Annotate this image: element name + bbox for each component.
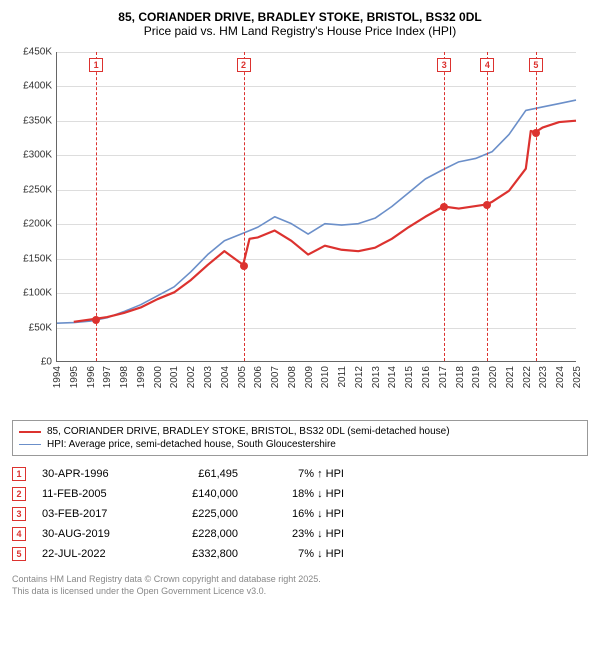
x-tick-label: 1999 bbox=[136, 366, 147, 388]
x-tick-label: 2020 bbox=[488, 366, 499, 388]
event-date: 22-JUL-2022 bbox=[42, 548, 142, 560]
event-date: 11-FEB-2005 bbox=[42, 488, 142, 500]
legend-swatch bbox=[19, 444, 41, 445]
y-tick-label: £150K bbox=[12, 253, 52, 264]
event-marker-line bbox=[536, 52, 537, 361]
footer-line1: Contains HM Land Registry data © Crown c… bbox=[12, 574, 588, 586]
y-tick-label: £50K bbox=[12, 322, 52, 333]
event-price: £61,495 bbox=[158, 468, 238, 480]
y-tick-label: £0 bbox=[12, 357, 52, 368]
legend-label: 85, CORIANDER DRIVE, BRADLEY STOKE, BRIS… bbox=[47, 426, 450, 437]
x-tick-label: 1998 bbox=[119, 366, 130, 388]
x-tick-label: 1994 bbox=[52, 366, 63, 388]
chart-container: 85, CORIANDER DRIVE, BRADLEY STOKE, BRIS… bbox=[0, 0, 600, 607]
event-number: 2 bbox=[12, 487, 26, 501]
y-tick-label: £100K bbox=[12, 288, 52, 299]
event-row: 2 11-FEB-2005 £140,000 18% ↓ HPI bbox=[12, 484, 588, 504]
x-tick-label: 2022 bbox=[522, 366, 533, 388]
event-number: 4 bbox=[12, 527, 26, 541]
x-tick-label: 2002 bbox=[186, 366, 197, 388]
event-marker-dot bbox=[92, 316, 100, 324]
event-delta: 7% ↓ HPI bbox=[254, 548, 344, 560]
x-tick-label: 2017 bbox=[438, 366, 449, 388]
event-number: 5 bbox=[12, 547, 26, 561]
x-tick-label: 2016 bbox=[421, 366, 432, 388]
x-tick-label: 2012 bbox=[354, 366, 365, 388]
event-delta: 18% ↓ HPI bbox=[254, 488, 344, 500]
line-series bbox=[57, 52, 576, 361]
event-row: 1 30-APR-1996 £61,495 7% ↑ HPI bbox=[12, 464, 588, 484]
y-tick-label: £300K bbox=[12, 150, 52, 161]
x-tick-label: 2005 bbox=[237, 366, 248, 388]
event-date: 03-FEB-2017 bbox=[42, 508, 142, 520]
event-row: 3 03-FEB-2017 £225,000 16% ↓ HPI bbox=[12, 504, 588, 524]
x-tick-label: 1995 bbox=[69, 366, 80, 388]
x-tick-label: 2004 bbox=[220, 366, 231, 388]
x-tick-label: 2008 bbox=[287, 366, 298, 388]
legend-item: 85, CORIANDER DRIVE, BRADLEY STOKE, BRIS… bbox=[19, 425, 581, 438]
title-address: 85, CORIANDER DRIVE, BRADLEY STOKE, BRIS… bbox=[12, 10, 588, 24]
event-price: £140,000 bbox=[158, 488, 238, 500]
x-tick-label: 2014 bbox=[387, 366, 398, 388]
x-tick-label: 2019 bbox=[471, 366, 482, 388]
x-tick-label: 2013 bbox=[371, 366, 382, 388]
event-date: 30-APR-1996 bbox=[42, 468, 142, 480]
x-tick-label: 2007 bbox=[270, 366, 281, 388]
event-marker-dot bbox=[440, 203, 448, 211]
footer-attribution: Contains HM Land Registry data © Crown c… bbox=[12, 574, 588, 597]
title-block: 85, CORIANDER DRIVE, BRADLEY STOKE, BRIS… bbox=[12, 10, 588, 38]
legend-label: HPI: Average price, semi-detached house,… bbox=[47, 439, 336, 450]
event-delta: 16% ↓ HPI bbox=[254, 508, 344, 520]
x-tick-label: 2006 bbox=[253, 366, 264, 388]
event-marker-number: 2 bbox=[237, 58, 251, 72]
x-tick-label: 2011 bbox=[337, 366, 348, 388]
event-marker-dot bbox=[240, 262, 248, 270]
event-marker-number: 3 bbox=[437, 58, 451, 72]
x-tick-label: 2015 bbox=[404, 366, 415, 388]
event-date: 30-AUG-2019 bbox=[42, 528, 142, 540]
x-tick-label: 2025 bbox=[572, 366, 583, 388]
legend: 85, CORIANDER DRIVE, BRADLEY STOKE, BRIS… bbox=[12, 420, 588, 456]
legend-swatch bbox=[19, 431, 41, 433]
x-tick-label: 2000 bbox=[153, 366, 164, 388]
event-delta: 23% ↓ HPI bbox=[254, 528, 344, 540]
y-tick-label: £350K bbox=[12, 115, 52, 126]
title-subtitle: Price paid vs. HM Land Registry's House … bbox=[12, 24, 588, 38]
series-hpi bbox=[57, 100, 576, 323]
chart-area: £0 £50K £100K £150K £200K £250K £300K £350K £400… bbox=[12, 44, 588, 414]
event-marker-dot bbox=[532, 129, 540, 137]
event-delta: 7% ↑ HPI bbox=[254, 468, 344, 480]
x-tick-label: 1997 bbox=[102, 366, 113, 388]
event-marker-number: 4 bbox=[480, 58, 494, 72]
plot-region: 1 2 3 4 5 bbox=[56, 52, 576, 362]
x-tick-label: 2003 bbox=[203, 366, 214, 388]
event-marker-number: 1 bbox=[89, 58, 103, 72]
event-marker-dot bbox=[483, 201, 491, 209]
series-property bbox=[74, 121, 576, 322]
event-row: 4 30-AUG-2019 £228,000 23% ↓ HPI bbox=[12, 524, 588, 544]
x-tick-label: 2009 bbox=[304, 366, 315, 388]
footer-line2: This data is licensed under the Open Gov… bbox=[12, 586, 588, 598]
y-tick-label: £200K bbox=[12, 219, 52, 230]
x-tick-label: 2018 bbox=[455, 366, 466, 388]
event-number: 1 bbox=[12, 467, 26, 481]
event-number: 3 bbox=[12, 507, 26, 521]
event-price: £228,000 bbox=[158, 528, 238, 540]
legend-item: HPI: Average price, semi-detached house,… bbox=[19, 438, 581, 451]
event-marker-line bbox=[244, 52, 245, 361]
event-row: 5 22-JUL-2022 £332,800 7% ↓ HPI bbox=[12, 544, 588, 564]
y-tick-label: £250K bbox=[12, 184, 52, 195]
x-tick-label: 2010 bbox=[320, 366, 331, 388]
event-marker-number: 5 bbox=[529, 58, 543, 72]
y-tick-label: £400K bbox=[12, 81, 52, 92]
x-tick-label: 2021 bbox=[505, 366, 516, 388]
x-tick-label: 1996 bbox=[86, 366, 97, 388]
event-price: £332,800 bbox=[158, 548, 238, 560]
y-tick-label: £450K bbox=[12, 47, 52, 58]
event-price: £225,000 bbox=[158, 508, 238, 520]
x-tick-label: 2001 bbox=[169, 366, 180, 388]
x-tick-label: 2023 bbox=[538, 366, 549, 388]
event-table: 1 30-APR-1996 £61,495 7% ↑ HPI 2 11-FEB-2005 £… bbox=[12, 464, 588, 564]
x-tick-label: 2024 bbox=[555, 366, 566, 388]
